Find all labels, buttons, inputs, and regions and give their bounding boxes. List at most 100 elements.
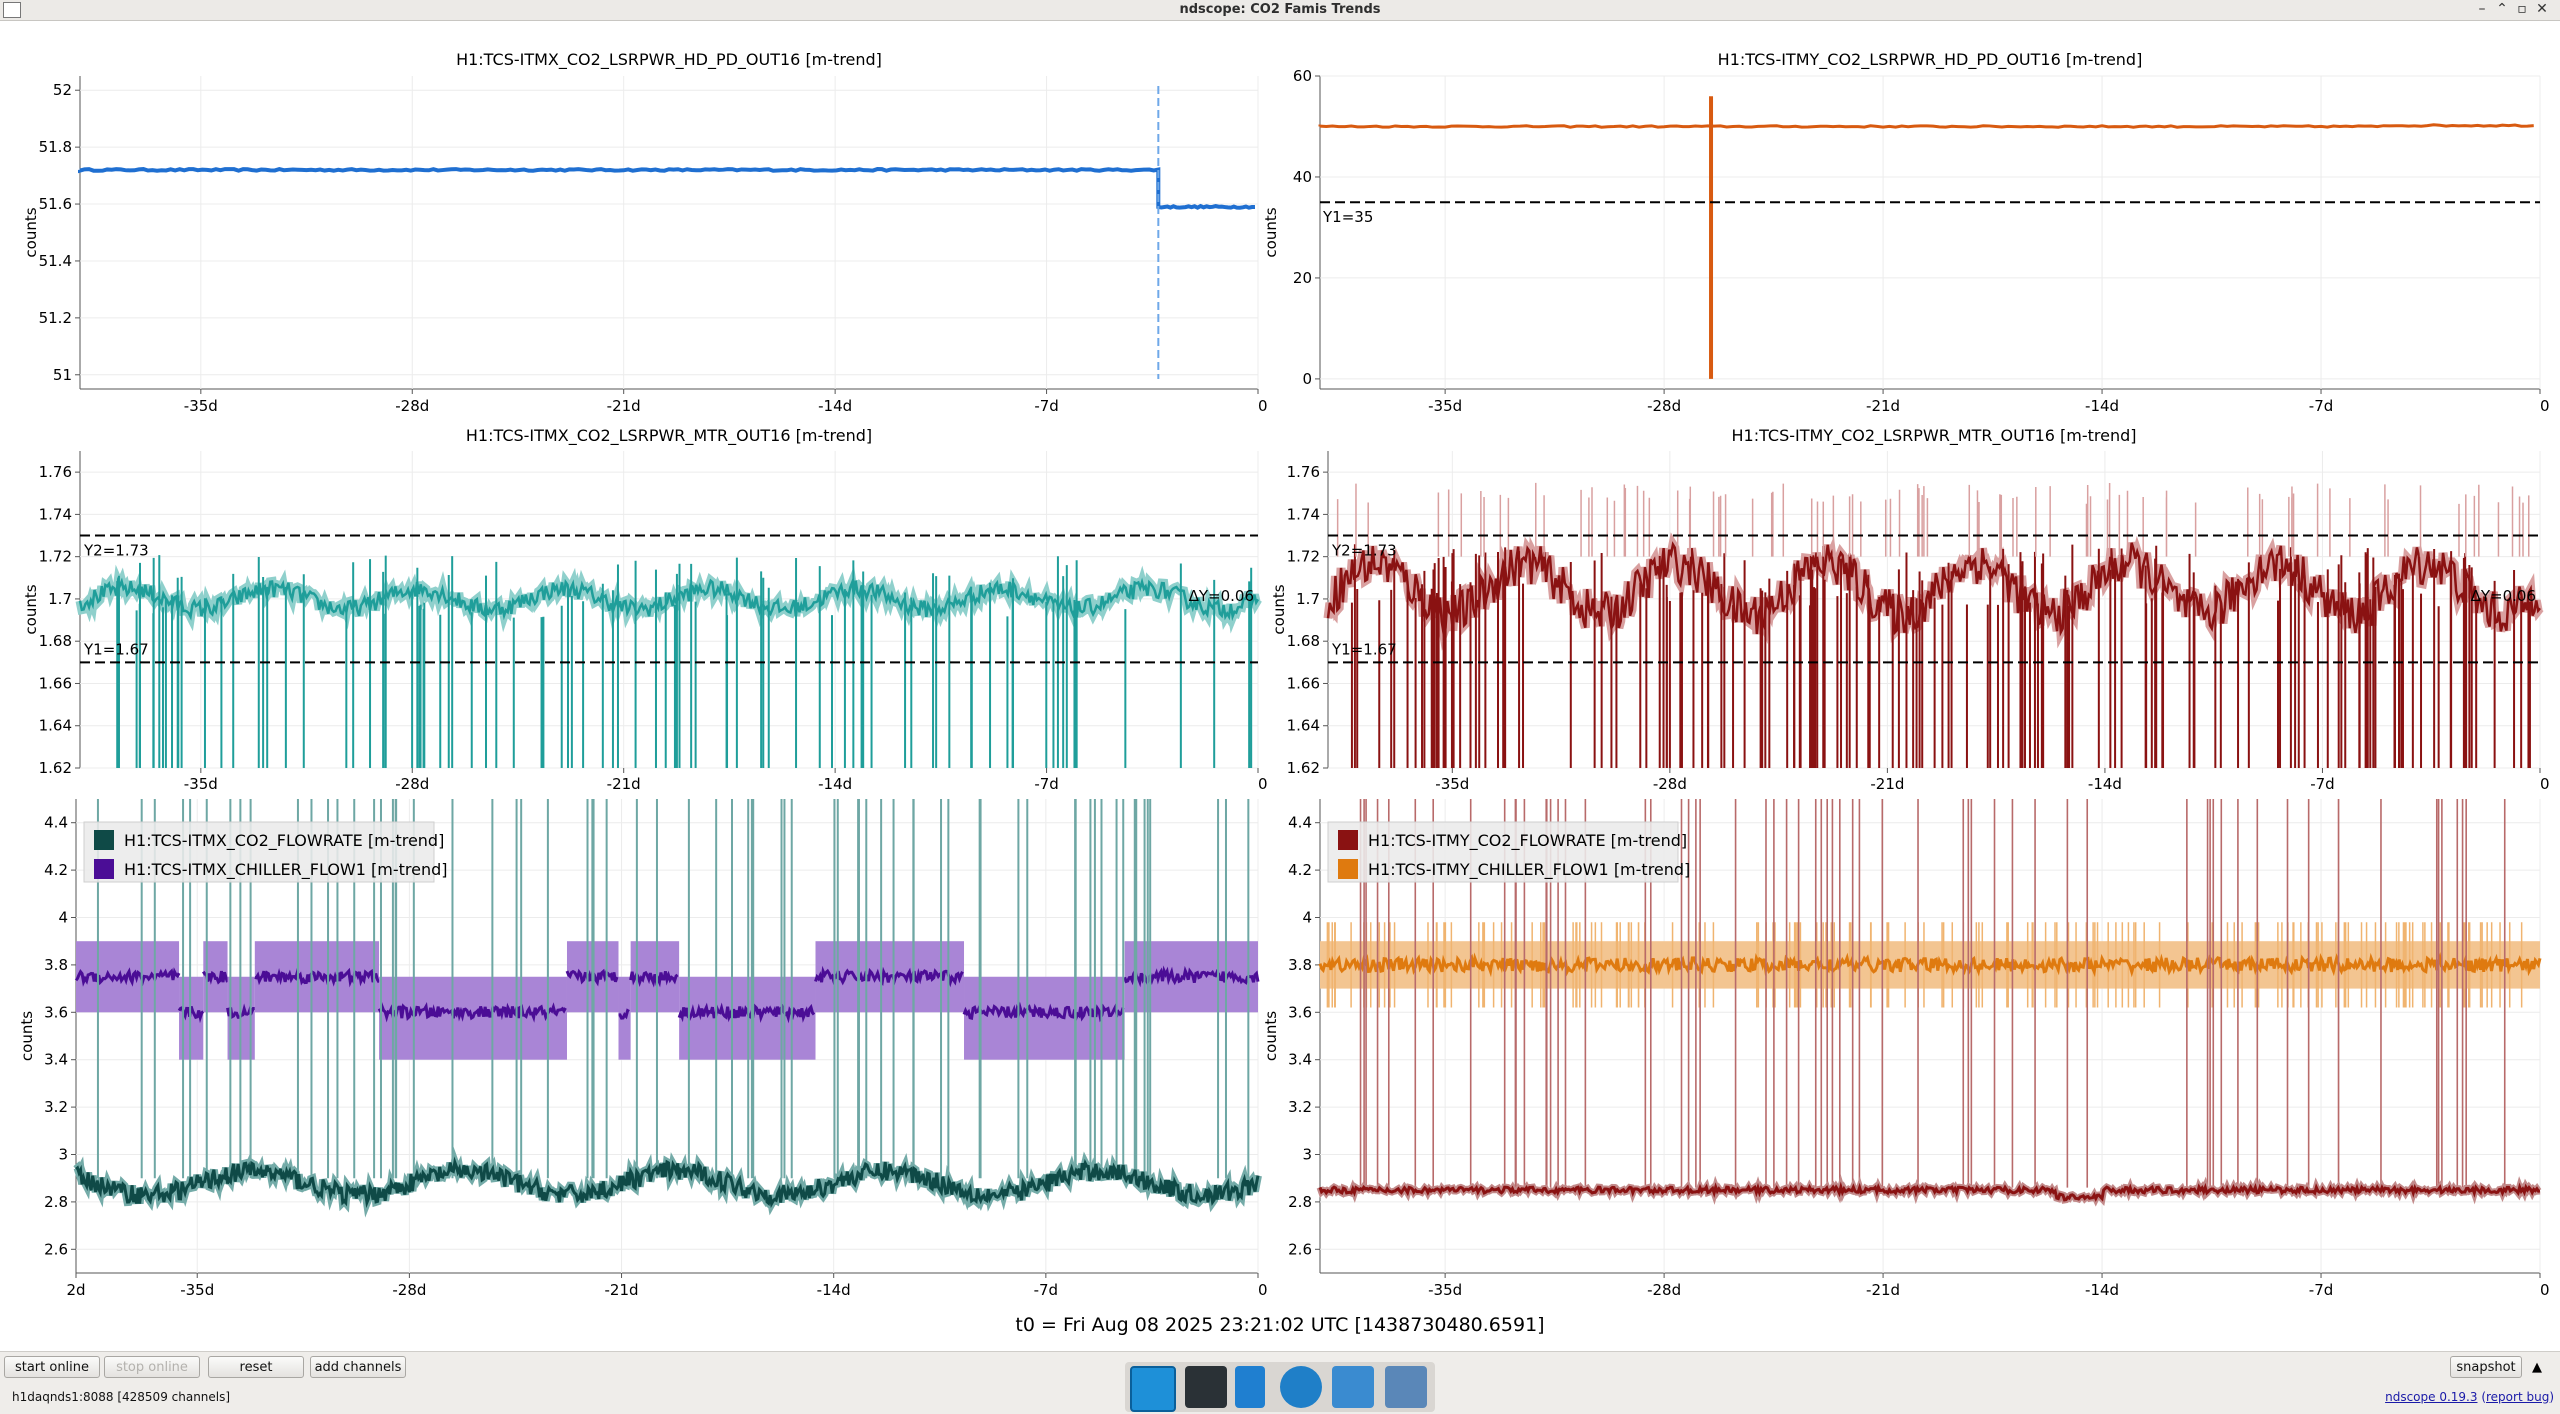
x-tick-label: -14d — [817, 1281, 851, 1299]
plot-title: H1:TCS-ITMX_CO2_LSRPWR_HD_PD_OUT16 [m-tr… — [456, 50, 882, 70]
stop-online-button[interactable]: stop online — [104, 1356, 200, 1378]
x-tick-label: -7d — [1034, 775, 1058, 793]
x-tick-label: -14d — [2088, 775, 2122, 793]
y-tick-label: 2.8 — [44, 1193, 68, 1211]
legend-swatch — [1338, 830, 1358, 850]
y-tick-label: 52 — [53, 81, 72, 99]
y-tick-label: 1.62 — [1287, 759, 1320, 777]
snapshot-button[interactable]: snapshot — [2450, 1356, 2522, 1378]
y-tick-label: 3.6 — [1288, 1003, 1312, 1021]
y-tick-label: 4.2 — [44, 861, 68, 879]
x-tick-label: -28d — [1647, 397, 1681, 415]
y-tick-label: 51.6 — [39, 195, 72, 213]
restore-icon[interactable]: ⌃ — [2496, 1, 2508, 17]
series-line — [78, 576, 1260, 622]
expand-arrow-icon[interactable]: ▲ — [2532, 1360, 2542, 1375]
x-tick-label: -21d — [607, 397, 641, 415]
series-peaks — [1336, 482, 2530, 557]
y-tick-label: 1.66 — [1287, 674, 1320, 692]
y-tick-label: 4 — [58, 909, 68, 927]
y-tick-label: 4.4 — [44, 814, 68, 832]
y-tick-label: 51.4 — [39, 252, 72, 270]
y-tick-label: 3 — [58, 1146, 68, 1164]
minimize-icon[interactable]: – — [2478, 1, 2486, 17]
app-icon — [3, 2, 21, 18]
plot-title: H1:TCS-ITMX_CO2_LSRPWR_MTR_OUT16 [m-tren… — [466, 426, 872, 446]
cursor-y1-label: Y1=1.67 — [1331, 640, 1397, 658]
flowrate-line — [75, 1156, 1260, 1209]
maximize-icon[interactable]: ▫ — [2517, 1, 2527, 17]
y-tick-label: 1.66 — [39, 674, 72, 692]
x-tick-label: -28d — [395, 775, 429, 793]
browser-icon[interactable] — [1280, 1366, 1322, 1408]
y-tick-label: 1.64 — [1287, 717, 1320, 735]
legend-box — [83, 821, 435, 883]
chiller-band — [964, 976, 1125, 1060]
plot-area[interactable]: H1:TCS-ITMX_CO2_LSRPWR_HD_PD_OUT16 [m-tr… — [0, 21, 2560, 1331]
chiller-line — [1318, 952, 2542, 978]
x-tick-label: -21d — [605, 1281, 639, 1299]
y-tick-label: 1.7 — [1296, 590, 1320, 608]
series-line — [1318, 123, 2534, 129]
cursor-y1-label: Y1=35 — [1322, 208, 1373, 226]
x-tick-label: -28d — [1647, 1281, 1681, 1299]
series-dropouts — [1350, 544, 2531, 768]
x-tick-label: -28d — [395, 397, 429, 415]
y-tick-label: 1.74 — [39, 505, 72, 523]
version-info: ndscope 0.19.3 (report bug) — [2385, 1390, 2554, 1404]
y-axis-label: counts — [22, 207, 40, 257]
y-axis-label: counts — [18, 1011, 36, 1061]
y-axis-label: counts — [1270, 584, 1288, 634]
x-tick-label: -35d — [1435, 775, 1469, 793]
legend-swatch — [94, 830, 114, 850]
window-titlebar: ndscope: CO2 Famis Trends – ⌃ ▫ ✕ — [0, 0, 2560, 21]
cursor-y2-label: Y2=1.73 — [83, 542, 149, 560]
y-tick-label: 3.8 — [1288, 956, 1312, 974]
reset-button[interactable]: reset — [208, 1356, 304, 1378]
y-tick-label: 4.2 — [1288, 861, 1312, 879]
file-manager-icon[interactable] — [1385, 1366, 1427, 1408]
x-tick-label: -7d — [1034, 397, 1058, 415]
chiller-line — [377, 1002, 567, 1023]
cursor-y2-label: Y2=1.73 — [1331, 542, 1397, 560]
version-link[interactable]: ndscope 0.19.3 — [2385, 1390, 2478, 1404]
t0-label: t0 = Fri Aug 08 2025 23:21:02 UTC [14387… — [1015, 1314, 1545, 1336]
y-tick-label: 1.64 — [39, 717, 72, 735]
server-status: h1daqnds1:8088 [428509 channels] — [12, 1390, 231, 1404]
x-tick-label: 0 — [1258, 1281, 1268, 1299]
search-icon[interactable] — [1332, 1366, 1374, 1408]
cursor-delta-label: ΔY=0.06 — [2471, 587, 2536, 605]
y-tick-label: 2.6 — [1288, 1240, 1312, 1258]
chiller-line — [618, 1008, 630, 1020]
chiller-line — [962, 1001, 1125, 1023]
x-tick-label: -14d — [818, 397, 852, 415]
x-tick-label: -7d — [1034, 1281, 1058, 1299]
flowrate-spikes — [1359, 799, 2506, 1188]
desktop-icon[interactable] — [1130, 1366, 1176, 1412]
y-tick-label: 3.2 — [1288, 1098, 1312, 1116]
x-tick-label: 0 — [2540, 1281, 2550, 1299]
y-tick-label: 51.8 — [39, 138, 72, 156]
flowrate-line — [1318, 1181, 2541, 1202]
y-tick-label: 1.74 — [1287, 505, 1320, 523]
y-tick-label: 3.2 — [44, 1098, 68, 1116]
y-tick-label: 3.8 — [44, 956, 68, 974]
x-tick-label: 2d — [66, 1281, 85, 1299]
start-online-button[interactable]: start online — [4, 1356, 100, 1378]
y-tick-label: 3 — [1302, 1146, 1312, 1164]
y-tick-label: 2.6 — [44, 1240, 68, 1258]
x-tick-label: -14d — [2085, 1281, 2119, 1299]
legend-box — [1327, 821, 1679, 883]
series-dropouts — [116, 555, 1253, 768]
report-bug-link[interactable]: report bug — [2486, 1390, 2550, 1404]
x-tick-label: 0 — [1258, 397, 1268, 415]
close-icon[interactable]: ✕ — [2536, 1, 2548, 17]
terminal-icon[interactable] — [1185, 1366, 1227, 1408]
add-channels-button[interactable]: add channels — [310, 1356, 406, 1378]
x-tick-label: -35d — [1428, 397, 1462, 415]
plot-title: H1:TCS-ITMY_CO2_LSRPWR_MTR_OUT16 [m-tren… — [1731, 426, 2136, 446]
y-tick-label: 0 — [1302, 370, 1312, 388]
legend-swatch — [94, 859, 114, 879]
y-tick-label: 1.7 — [48, 590, 72, 608]
text-editor-icon[interactable] — [1235, 1366, 1265, 1408]
